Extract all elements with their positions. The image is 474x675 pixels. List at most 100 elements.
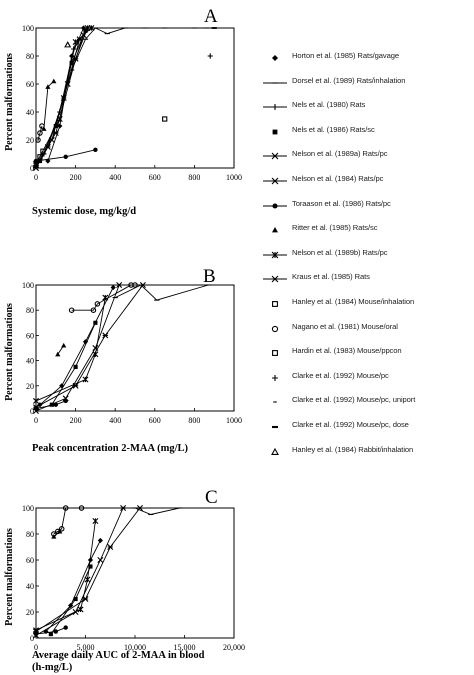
y-tick-label: 20: [26, 608, 34, 617]
series-7: [33, 147, 98, 164]
series-line: [45, 540, 101, 632]
x-tick-label: 800: [188, 416, 200, 425]
legend-symbol: [272, 227, 278, 233]
data-point: [33, 631, 39, 637]
data-point: [73, 596, 78, 602]
legend-marker: [272, 104, 278, 111]
y-tick-label: 40: [26, 357, 34, 366]
legend-entry: Nelson et al. (1989a) Rats/pc: [262, 146, 472, 171]
legend-symbol: [263, 152, 287, 160]
data-point: [40, 148, 46, 154]
data-point: [83, 28, 88, 33]
legend-marker: [272, 300, 278, 307]
y-axis-label: Percent malformations: [4, 528, 15, 626]
series-2: [33, 282, 123, 414]
data-point: [48, 632, 53, 637]
legend-marker: [271, 275, 279, 283]
legend-label: Hardin et al. (1983) Mouse/ppcon: [292, 346, 402, 356]
data-point: [136, 505, 143, 511]
legend-marker: [271, 152, 279, 160]
x-tick-label: 600: [149, 173, 161, 182]
data-point: [90, 307, 97, 313]
y-tick-label: 0: [30, 407, 34, 416]
legend-label: Nagano et al. (1981) Mouse/oral: [292, 321, 398, 331]
x-tick-label: 400: [109, 173, 121, 182]
panel-letter: C: [205, 487, 218, 508]
series-4: [37, 284, 116, 408]
data-point: [55, 351, 61, 357]
data-point: [64, 41, 72, 48]
data-point: [211, 27, 217, 29]
series-5: [49, 320, 98, 407]
legend-marker: [272, 227, 278, 233]
data-point: [33, 406, 39, 411]
legend-entry: Nagano et al. (1981) Mouse/oral: [262, 319, 472, 344]
x-tick-label: 0: [34, 643, 38, 652]
data-point: [41, 126, 47, 131]
data-point: [56, 116, 63, 122]
y-tick-label: 100: [22, 24, 34, 33]
x-tick-label: 1000: [226, 416, 242, 425]
plot-frame: [35, 507, 235, 639]
x-tick-label: 200: [70, 173, 82, 182]
series-2: [69, 27, 209, 71]
data-point: [63, 398, 68, 404]
data-point: [52, 130, 59, 136]
legend-entry: Clarke et al. (1992) Mouse/pc, uniport: [262, 392, 472, 417]
data-point: [120, 505, 127, 511]
data-point: [51, 78, 57, 84]
series-line: [35, 27, 92, 165]
legend-marker: [271, 177, 279, 185]
legend-label: Clarke et al. (1992) Mouse/pc, dose: [292, 419, 409, 429]
data-point: [77, 606, 84, 613]
series-line: [115, 284, 209, 301]
data-point: [97, 537, 103, 544]
series-16: [211, 27, 217, 29]
legend-marker: [272, 55, 278, 61]
data-point: [110, 284, 116, 291]
series-11: [162, 116, 168, 122]
y-tick-label: 0: [30, 164, 34, 173]
data-point: [92, 518, 99, 524]
x-tick-label: 10,000: [124, 643, 146, 652]
legend-symbol: [272, 374, 278, 381]
legend-entry: Hanley et al. (1984) Rabbit/inhalation: [262, 442, 472, 467]
data-point: [88, 564, 93, 569]
y-tick-label: 80: [26, 52, 34, 61]
legend-symbol: [263, 104, 287, 111]
series-4: [43, 537, 103, 635]
legend-symbol: [272, 300, 278, 307]
legend: Horton et al. (1985) Rats/gavage Dorsel e…: [262, 48, 472, 466]
legend-entry: Nels et al. (1980) Rats: [262, 97, 472, 122]
series-5: [48, 564, 93, 637]
y-axis-label: Percent malformations: [4, 53, 15, 151]
legend-entry: Nelson et al. (1989b) Rats/pc: [262, 245, 472, 270]
data-point: [97, 557, 104, 563]
data-point: [73, 364, 78, 369]
legend-label: Nelson et al. (1984) Rats/pc: [292, 173, 384, 183]
series-line: [71, 27, 207, 71]
data-point: [78, 505, 85, 511]
data-point: [82, 376, 89, 383]
legend-entry: Ritter et al. (1985) Rats/sc: [262, 220, 472, 245]
data-point: [162, 116, 168, 122]
y-tick-label: 80: [26, 306, 34, 315]
data-point: [33, 627, 39, 634]
data-point: [33, 397, 39, 404]
data-point: [132, 282, 138, 288]
series-line: [35, 297, 106, 402]
panel-letter: A: [204, 6, 218, 27]
data-point: [61, 342, 67, 348]
legend-entry: Nelson et al. (1984) Rats/pc: [262, 171, 472, 196]
legend-label: Hanley et al. (1984) Mouse/inhalation: [292, 296, 415, 306]
legend-label: Hanley et al. (1984) Rabbit/inhalation: [292, 444, 414, 454]
legend-symbol: [271, 325, 279, 332]
data-point: [139, 282, 146, 288]
legend-label: Nels et al. (1986) Rats/sc: [292, 124, 375, 134]
series-9: [51, 505, 85, 537]
y-axis-label: Percent malformations: [4, 303, 15, 401]
data-point: [92, 351, 99, 358]
y-tick-label: 60: [26, 331, 34, 340]
data-point: [59, 383, 65, 389]
